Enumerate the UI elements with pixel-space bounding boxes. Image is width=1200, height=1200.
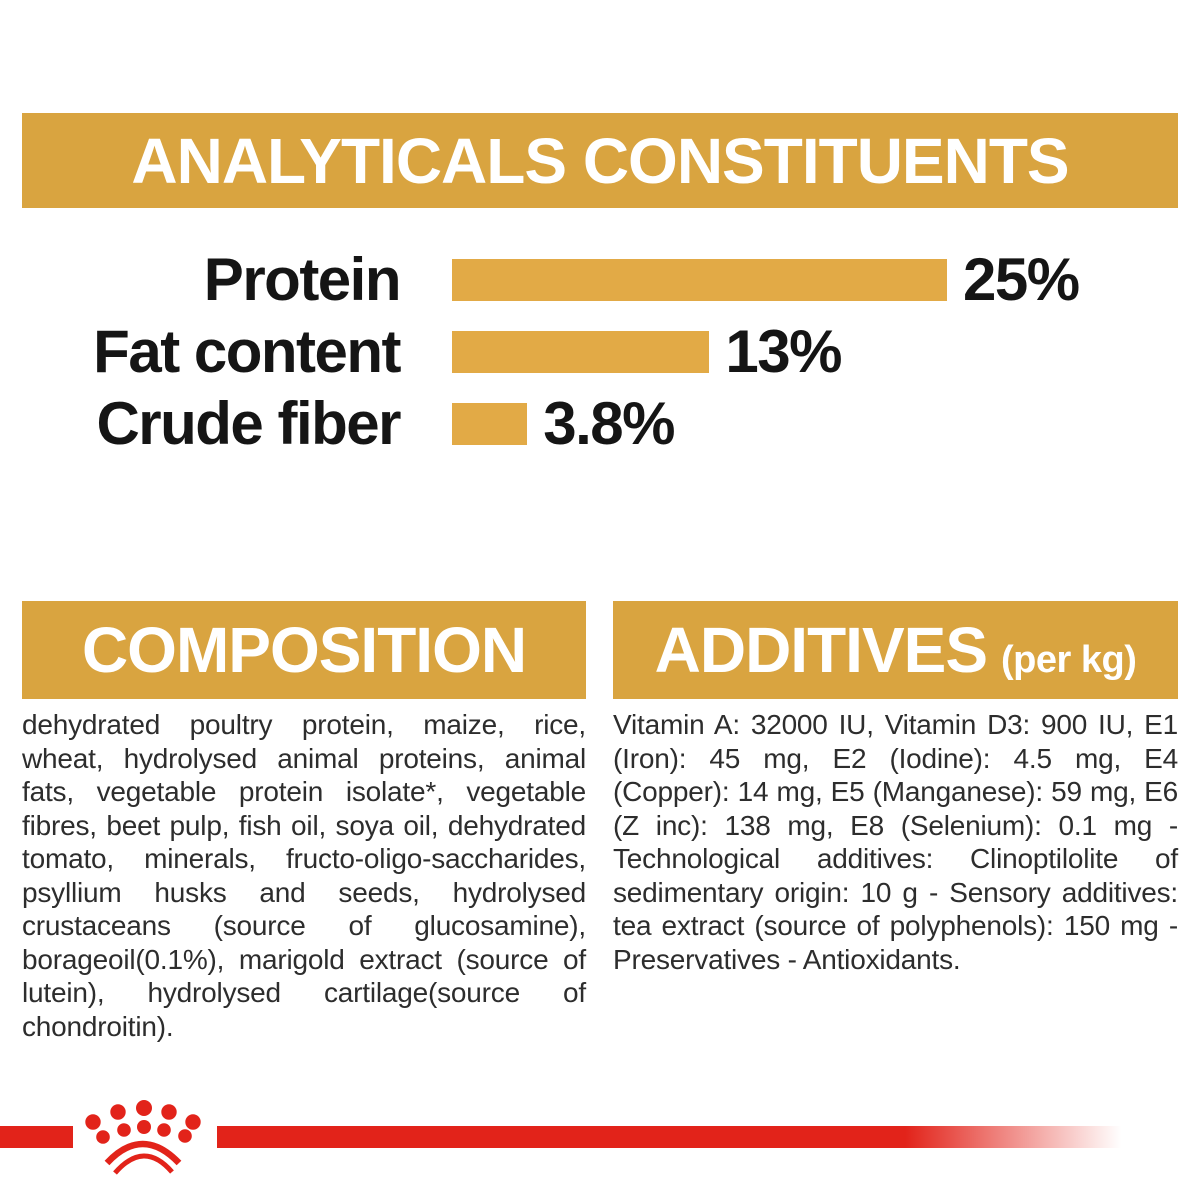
- chart-row: Protein 25%: [0, 244, 1200, 316]
- chart-value-label: 13%: [725, 318, 842, 385]
- additives-title: ADDITIVES: [654, 614, 988, 686]
- additives-body: Vitamin A: 32000 IU, Vitamin D3: 900 IU,…: [613, 709, 1178, 975]
- analyticals-banner: ANALYTICALS CONSTITUENTS: [22, 113, 1178, 208]
- chart-bar: [452, 331, 710, 373]
- chart-category-label: Crude fiber: [96, 390, 401, 457]
- composition-body: dehydrated poultry protein, maize, rice,…: [22, 709, 586, 1042]
- analyticals-title: ANALYTICALS CONSTITUENTS: [131, 124, 1069, 197]
- chart-bar: [452, 259, 947, 301]
- chart-category-label: Fat content: [93, 318, 401, 385]
- chart-bar: [452, 403, 528, 445]
- composition-banner: COMPOSITION: [22, 601, 586, 699]
- chart-row: Crude fiber 3.8%: [0, 388, 1200, 460]
- chart-value-label: 25%: [963, 246, 1080, 313]
- chart-value-label: 3.8%: [543, 390, 675, 457]
- additives-heading-line: ADDITIVES (per kg): [655, 618, 1137, 682]
- additives-section: ADDITIVES (per kg) Vitamin A: 32000 IU, …: [613, 601, 1178, 976]
- brand-stripe-left: [0, 1126, 73, 1148]
- additives-unit-label: (per kg): [1001, 639, 1137, 681]
- composition-section: COMPOSITION dehydrated poultry protein, …: [22, 601, 586, 1043]
- chart-row: Fat content 13%: [0, 316, 1200, 388]
- chart-category-label: Protein: [203, 246, 402, 313]
- additives-banner: ADDITIVES (per kg): [613, 601, 1178, 699]
- brand-stripe-right: [217, 1126, 1200, 1148]
- royal-canin-crown-icon: [85, 1100, 201, 1175]
- composition-title: COMPOSITION: [81, 614, 527, 686]
- analytical-constituents-chart: Protein 25% Fat content 13% Crude fiber 3.8%: [0, 244, 1200, 460]
